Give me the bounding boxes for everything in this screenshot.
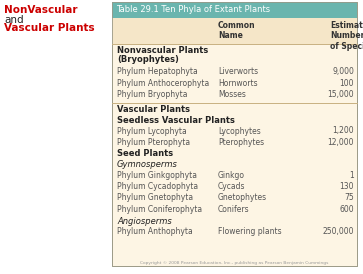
Text: Lycophytes: Lycophytes [218,127,261,136]
Text: Vascular Plants: Vascular Plants [117,104,190,113]
Text: Conifers: Conifers [218,205,250,214]
Text: Table 29.1 Ten Phyla of Extant Plants: Table 29.1 Ten Phyla of Extant Plants [116,5,270,15]
Text: Gymnosperms: Gymnosperms [117,160,178,169]
Text: Phylum Gnetophyta: Phylum Gnetophyta [117,193,193,202]
Text: Flowering plants: Flowering plants [218,227,282,236]
Text: 1: 1 [349,170,354,179]
Text: Hornworts: Hornworts [218,78,258,87]
Text: and: and [4,15,24,25]
Text: Common
Name: Common Name [218,21,256,40]
Text: 130: 130 [339,182,354,191]
Text: Copyright © 2008 Pearson Education, Inc., publishing as Pearson Benjamin Cumming: Copyright © 2008 Pearson Education, Inc.… [140,261,329,265]
Text: Estimated
Number
of Species: Estimated Number of Species [330,21,363,51]
Text: 1,200: 1,200 [333,127,354,136]
FancyBboxPatch shape [112,2,357,266]
Text: Seed Plants: Seed Plants [117,150,173,158]
Text: Liverworts: Liverworts [218,67,258,76]
FancyBboxPatch shape [112,18,357,44]
Text: (Bryophytes): (Bryophytes) [117,56,179,64]
Text: Mosses: Mosses [218,90,246,99]
Text: Cycads: Cycads [218,182,245,191]
Text: 100: 100 [339,78,354,87]
Text: 600: 600 [339,205,354,214]
Text: Phylum Pterophyta: Phylum Pterophyta [117,138,190,147]
Text: Phylum Hepatophyta: Phylum Hepatophyta [117,67,198,76]
Text: Gnetophytes: Gnetophytes [218,193,267,202]
Text: Phylum Anthocerophyta: Phylum Anthocerophyta [117,78,209,87]
Text: Ginkgo: Ginkgo [218,170,245,179]
Text: Angiosperms: Angiosperms [117,216,172,226]
Text: Phylum Anthophyta: Phylum Anthophyta [117,227,193,236]
Text: 9,000: 9,000 [332,67,354,76]
Text: 12,000: 12,000 [327,138,354,147]
Text: Phylum Cycadophyta: Phylum Cycadophyta [117,182,198,191]
Text: Phylum Ginkgophyta: Phylum Ginkgophyta [117,170,197,179]
Text: NonVascular: NonVascular [4,5,77,15]
Text: Phylum Bryophyta: Phylum Bryophyta [117,90,188,99]
Text: Vascular Plants: Vascular Plants [4,23,95,33]
Text: 250,000: 250,000 [322,227,354,236]
Text: 75: 75 [344,193,354,202]
FancyBboxPatch shape [112,2,357,18]
Text: Phylum Lycophyta: Phylum Lycophyta [117,127,187,136]
Text: 15,000: 15,000 [327,90,354,99]
Text: Nonvascular Plants: Nonvascular Plants [117,46,208,55]
Text: Seedless Vascular Plants: Seedless Vascular Plants [117,116,235,125]
Text: Phylum Coniferophyta: Phylum Coniferophyta [117,205,202,214]
Text: Pterophytes: Pterophytes [218,138,264,147]
